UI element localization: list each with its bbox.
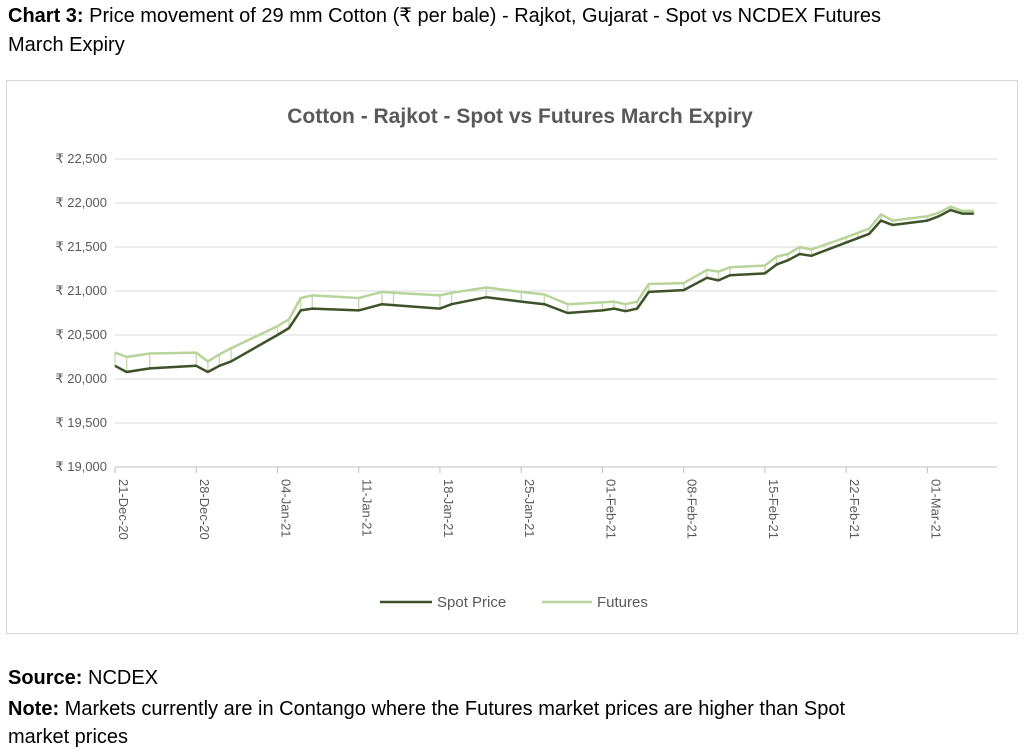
x-tick-label: 01-Feb-21	[603, 479, 618, 539]
caption-text: Price movement of 29 mm Cotton (₹ per ba…	[83, 5, 882, 27]
y-tick-label: ₹ 22,000	[55, 195, 107, 210]
x-tick-label: 11-Jan-21	[360, 479, 375, 537]
y-tick-label: ₹ 20,500	[55, 327, 107, 342]
x-tick-label: 28-Dec-20	[197, 479, 212, 540]
chart-caption-continued: March Expiry	[8, 34, 125, 56]
x-tick-label: 25-Jan-21	[522, 479, 537, 538]
line-chart: Cotton - Rajkot - Spot vs Futures March …	[55, 105, 997, 611]
y-tick-label: ₹ 21,500	[55, 239, 107, 254]
chart-caption: Chart 3: Price movement of 29 mm Cotton …	[8, 3, 881, 30]
chart-container: Cotton - Rajkot - Spot vs Futures March …	[6, 80, 1018, 634]
x-tick-label: 18-Jan-21	[441, 479, 456, 538]
y-tick-label: ₹ 19,000	[55, 459, 107, 474]
x-tick-label: 15-Feb-21	[766, 479, 781, 539]
source-text: NCDEX	[82, 667, 159, 689]
x-tick-label: 01-Mar-21	[928, 479, 943, 539]
note-label: Note:	[8, 698, 60, 720]
legend-label-futures: Futures	[597, 594, 648, 611]
source-line: Source: NCDEX	[8, 665, 158, 692]
x-tick-label: 22-Feb-21	[847, 479, 862, 539]
x-tick-label: 04-Jan-21	[278, 479, 293, 538]
x-tick-label: 21-Dec-20	[116, 479, 131, 540]
y-tick-label: ₹ 22,500	[55, 151, 107, 166]
note-text: Markets currently are in Contango where …	[59, 698, 846, 720]
y-tick-label: ₹ 19,500	[55, 415, 107, 430]
source-label: Source:	[8, 667, 83, 689]
legend-label-spot-price: Spot Price	[437, 594, 506, 611]
caption-label: Chart 3:	[8, 5, 84, 27]
y-tick-label: ₹ 20,000	[55, 371, 107, 386]
note-line: Note: Markets currently are in Contango …	[8, 696, 845, 723]
series-line-futures	[114, 205, 974, 363]
x-tick-label: 08-Feb-21	[685, 479, 700, 539]
y-tick-label: ₹ 21,000	[55, 283, 107, 298]
note-line-continued: market prices	[8, 726, 129, 748]
chart-title: Cotton - Rajkot - Spot vs Futures March …	[287, 105, 753, 128]
series-line-spot-price	[114, 208, 974, 374]
